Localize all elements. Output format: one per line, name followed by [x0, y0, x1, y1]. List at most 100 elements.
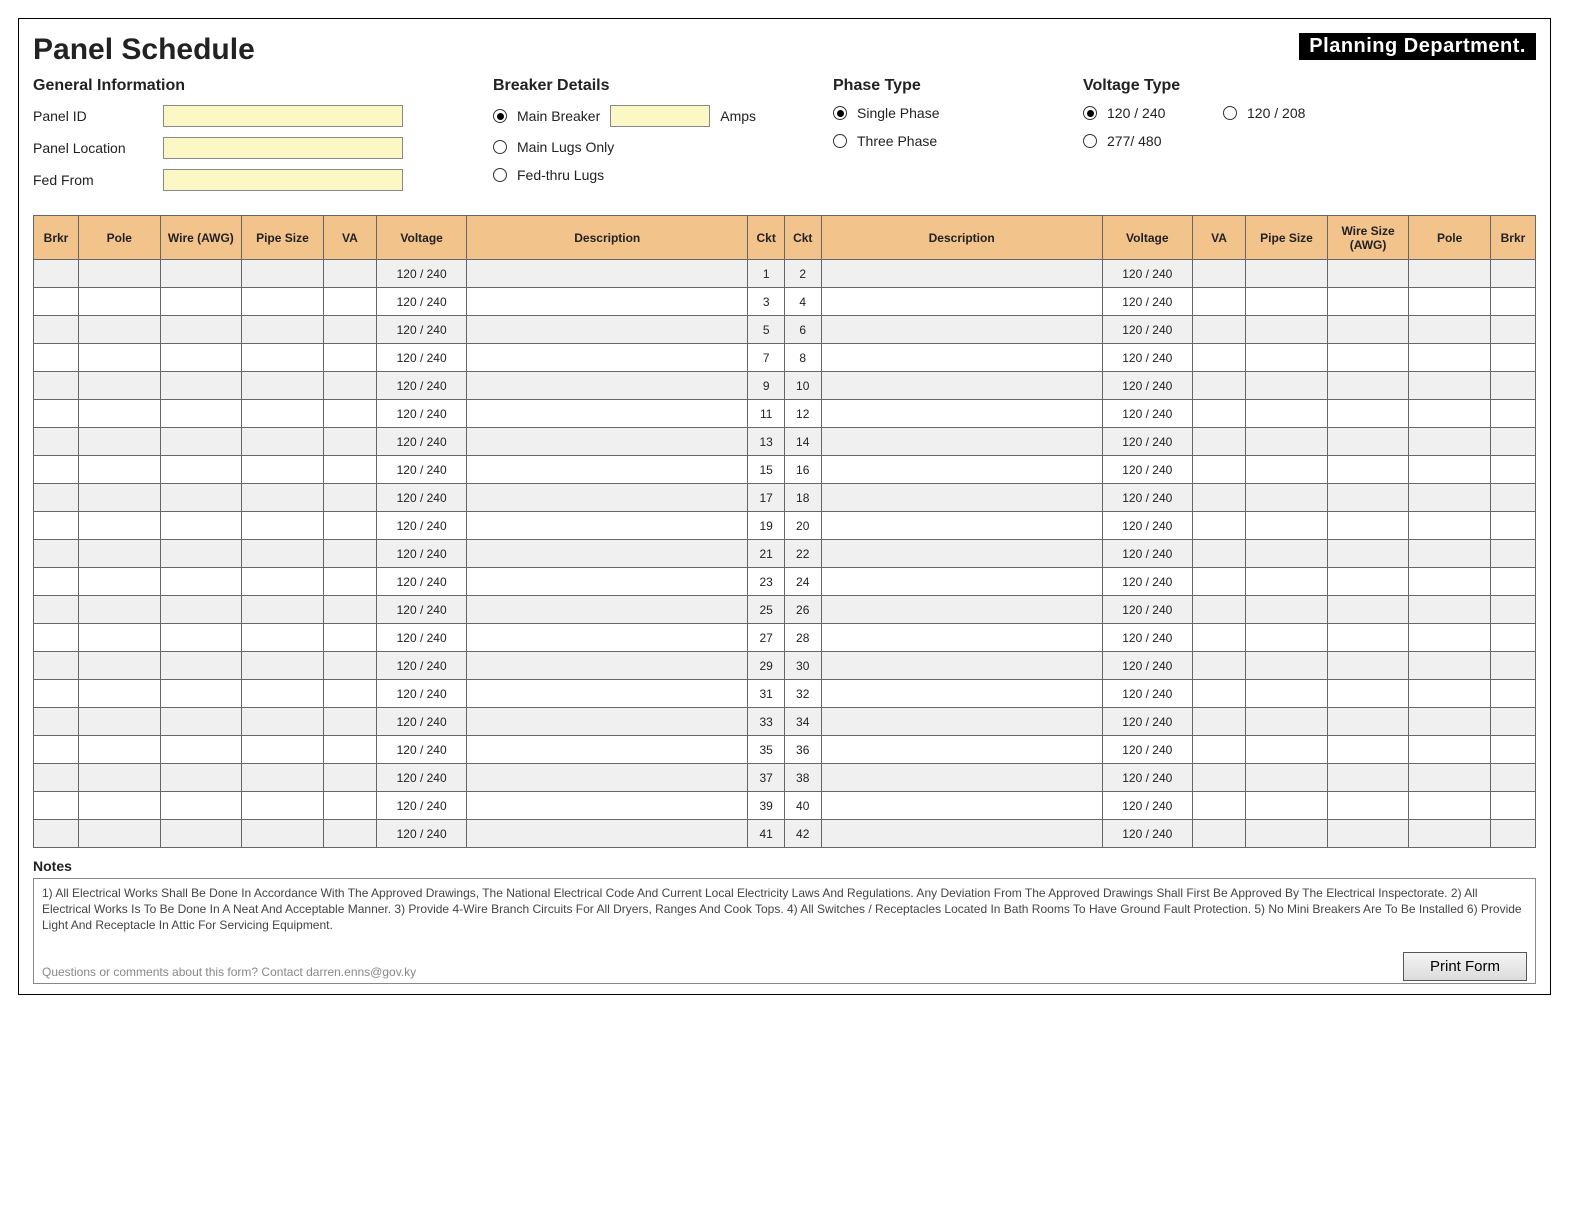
- table-cell[interactable]: [1327, 288, 1409, 316]
- table-cell[interactable]: [1246, 792, 1328, 820]
- table-cell[interactable]: [160, 736, 242, 764]
- ckt-cell[interactable]: 21: [748, 540, 785, 568]
- table-cell[interactable]: [1192, 316, 1245, 344]
- table-cell[interactable]: [1409, 708, 1491, 736]
- table-cell[interactable]: [1246, 596, 1328, 624]
- table-cell[interactable]: [34, 624, 79, 652]
- radio-option[interactable]: Main Lugs Only: [493, 139, 793, 155]
- table-cell[interactable]: [1409, 456, 1491, 484]
- table-cell[interactable]: [1192, 456, 1245, 484]
- table-cell[interactable]: [1246, 736, 1328, 764]
- table-cell[interactable]: [79, 820, 161, 848]
- table-cell[interactable]: [34, 344, 79, 372]
- table-cell[interactable]: [1246, 344, 1328, 372]
- table-cell[interactable]: [34, 680, 79, 708]
- table-cell[interactable]: [242, 428, 324, 456]
- table-cell[interactable]: [34, 316, 79, 344]
- table-cell[interactable]: [34, 736, 79, 764]
- table-cell[interactable]: [242, 764, 324, 792]
- table-cell[interactable]: [34, 484, 79, 512]
- table-cell[interactable]: [1327, 652, 1409, 680]
- table-cell[interactable]: [242, 372, 324, 400]
- table-cell[interactable]: 120 / 240: [377, 484, 467, 512]
- table-cell[interactable]: [160, 596, 242, 624]
- table-cell[interactable]: [1409, 792, 1491, 820]
- ckt-cell[interactable]: 29: [748, 652, 785, 680]
- table-cell[interactable]: [242, 316, 324, 344]
- table-cell[interactable]: [1246, 456, 1328, 484]
- table-cell[interactable]: 120 / 240: [1102, 764, 1192, 792]
- table-cell[interactable]: [821, 344, 1102, 372]
- table-cell[interactable]: [821, 316, 1102, 344]
- table-cell[interactable]: [1327, 736, 1409, 764]
- ckt-cell[interactable]: 39: [748, 792, 785, 820]
- table-cell[interactable]: [821, 260, 1102, 288]
- table-cell[interactable]: [323, 288, 376, 316]
- table-cell[interactable]: [1490, 624, 1535, 652]
- ckt-cell[interactable]: 20: [784, 512, 821, 540]
- ckt-cell[interactable]: 19: [748, 512, 785, 540]
- table-cell[interactable]: [1246, 288, 1328, 316]
- table-cell[interactable]: [323, 512, 376, 540]
- table-cell[interactable]: [323, 708, 376, 736]
- table-cell[interactable]: 120 / 240: [377, 260, 467, 288]
- table-cell[interactable]: [79, 680, 161, 708]
- ckt-cell[interactable]: 35: [748, 736, 785, 764]
- ckt-cell[interactable]: 10: [784, 372, 821, 400]
- radio-option[interactable]: 120 / 208: [1223, 105, 1333, 121]
- table-cell[interactable]: [1490, 820, 1535, 848]
- ckt-cell[interactable]: 33: [748, 708, 785, 736]
- ckt-cell[interactable]: 40: [784, 792, 821, 820]
- table-cell[interactable]: 120 / 240: [1102, 428, 1192, 456]
- ckt-cell[interactable]: 9: [748, 372, 785, 400]
- table-cell[interactable]: 120 / 240: [1102, 736, 1192, 764]
- table-cell[interactable]: [323, 344, 376, 372]
- table-cell[interactable]: 120 / 240: [1102, 484, 1192, 512]
- table-cell[interactable]: [1327, 456, 1409, 484]
- table-cell[interactable]: [1192, 624, 1245, 652]
- table-cell[interactable]: [79, 512, 161, 540]
- table-cell[interactable]: [467, 260, 748, 288]
- table-cell[interactable]: [467, 652, 748, 680]
- table-cell[interactable]: [1327, 316, 1409, 344]
- fed from-input[interactable]: [163, 169, 403, 191]
- table-cell[interactable]: [1327, 400, 1409, 428]
- table-cell[interactable]: 120 / 240: [377, 344, 467, 372]
- table-cell[interactable]: [1246, 372, 1328, 400]
- table-cell[interactable]: [1409, 260, 1491, 288]
- table-cell[interactable]: [160, 820, 242, 848]
- table-cell[interactable]: [1192, 288, 1245, 316]
- ckt-cell[interactable]: 15: [748, 456, 785, 484]
- table-cell[interactable]: [467, 344, 748, 372]
- table-cell[interactable]: [34, 400, 79, 428]
- table-cell[interactable]: [1490, 400, 1535, 428]
- table-cell[interactable]: [323, 792, 376, 820]
- table-cell[interactable]: 120 / 240: [377, 680, 467, 708]
- table-cell[interactable]: [821, 568, 1102, 596]
- table-cell[interactable]: [242, 512, 324, 540]
- table-cell[interactable]: [1409, 540, 1491, 568]
- table-cell[interactable]: [1490, 540, 1535, 568]
- table-cell[interactable]: [242, 596, 324, 624]
- table-cell[interactable]: [1192, 568, 1245, 596]
- table-cell[interactable]: [1490, 764, 1535, 792]
- table-cell[interactable]: [34, 288, 79, 316]
- table-cell[interactable]: [1246, 260, 1328, 288]
- table-cell[interactable]: 120 / 240: [377, 512, 467, 540]
- table-cell[interactable]: 120 / 240: [1102, 512, 1192, 540]
- table-cell[interactable]: [160, 316, 242, 344]
- table-cell[interactable]: [1490, 652, 1535, 680]
- ckt-cell[interactable]: 17: [748, 484, 785, 512]
- table-cell[interactable]: [821, 820, 1102, 848]
- table-cell[interactable]: [323, 736, 376, 764]
- table-cell[interactable]: [323, 456, 376, 484]
- table-cell[interactable]: [1246, 708, 1328, 736]
- ckt-cell[interactable]: 14: [784, 428, 821, 456]
- table-cell[interactable]: [467, 708, 748, 736]
- ckt-cell[interactable]: 7: [748, 344, 785, 372]
- table-cell[interactable]: [160, 428, 242, 456]
- table-cell[interactable]: [34, 456, 79, 484]
- table-cell[interactable]: [1192, 596, 1245, 624]
- table-cell[interactable]: [467, 400, 748, 428]
- table-cell[interactable]: [242, 484, 324, 512]
